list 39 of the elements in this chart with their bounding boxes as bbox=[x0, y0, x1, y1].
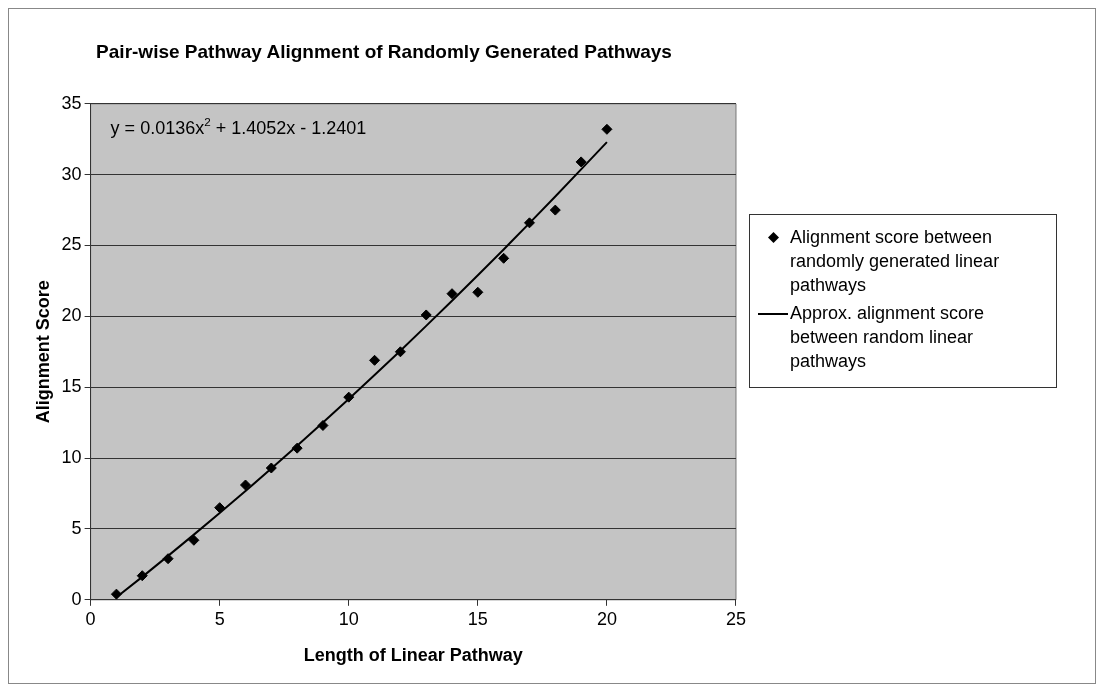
point bbox=[420, 309, 432, 321]
point bbox=[136, 570, 148, 582]
point bbox=[472, 286, 484, 298]
point bbox=[162, 553, 174, 565]
point bbox=[369, 354, 381, 366]
y-tick-label: 20 bbox=[61, 305, 82, 326]
point bbox=[446, 288, 458, 300]
x-tick-label: 0 bbox=[85, 608, 96, 629]
point bbox=[317, 419, 329, 431]
x-axis-title: Length of Linear Pathway bbox=[303, 645, 523, 666]
y-tick-label: 15 bbox=[61, 376, 82, 397]
chart-title: Pair-wise Pathway Alignment of Randomly Generated Pathways bbox=[96, 40, 672, 62]
x-tick-label: 20 bbox=[596, 608, 617, 629]
point bbox=[110, 588, 122, 600]
point bbox=[575, 156, 587, 168]
point bbox=[343, 391, 355, 403]
point bbox=[188, 534, 200, 546]
point bbox=[601, 123, 613, 135]
x-tick-label: 10 bbox=[338, 608, 359, 629]
y-tick-label: 10 bbox=[61, 447, 82, 468]
y-tick-label: 25 bbox=[61, 234, 82, 255]
legend-label: Alignment score between randomly generated linear pathways bbox=[790, 226, 1001, 297]
y-tick-label: 0 bbox=[71, 588, 82, 609]
point bbox=[291, 442, 303, 454]
point bbox=[498, 252, 510, 264]
point bbox=[394, 346, 406, 358]
y-tick-label: 5 bbox=[71, 517, 82, 538]
y-tick-label: 35 bbox=[61, 92, 82, 113]
point bbox=[240, 479, 252, 491]
point bbox=[523, 217, 535, 229]
legend-label: Approx. alignment score between random linear pathways bbox=[790, 302, 986, 373]
point bbox=[214, 502, 226, 514]
y-tick-label: 30 bbox=[61, 163, 82, 184]
point bbox=[265, 462, 277, 474]
y-axis-title: Alignment Score bbox=[32, 280, 53, 424]
x-tick-label: 25 bbox=[725, 608, 746, 629]
point bbox=[549, 204, 561, 216]
x-tick-label: 5 bbox=[214, 608, 225, 629]
x-tick-label: 15 bbox=[467, 608, 488, 629]
